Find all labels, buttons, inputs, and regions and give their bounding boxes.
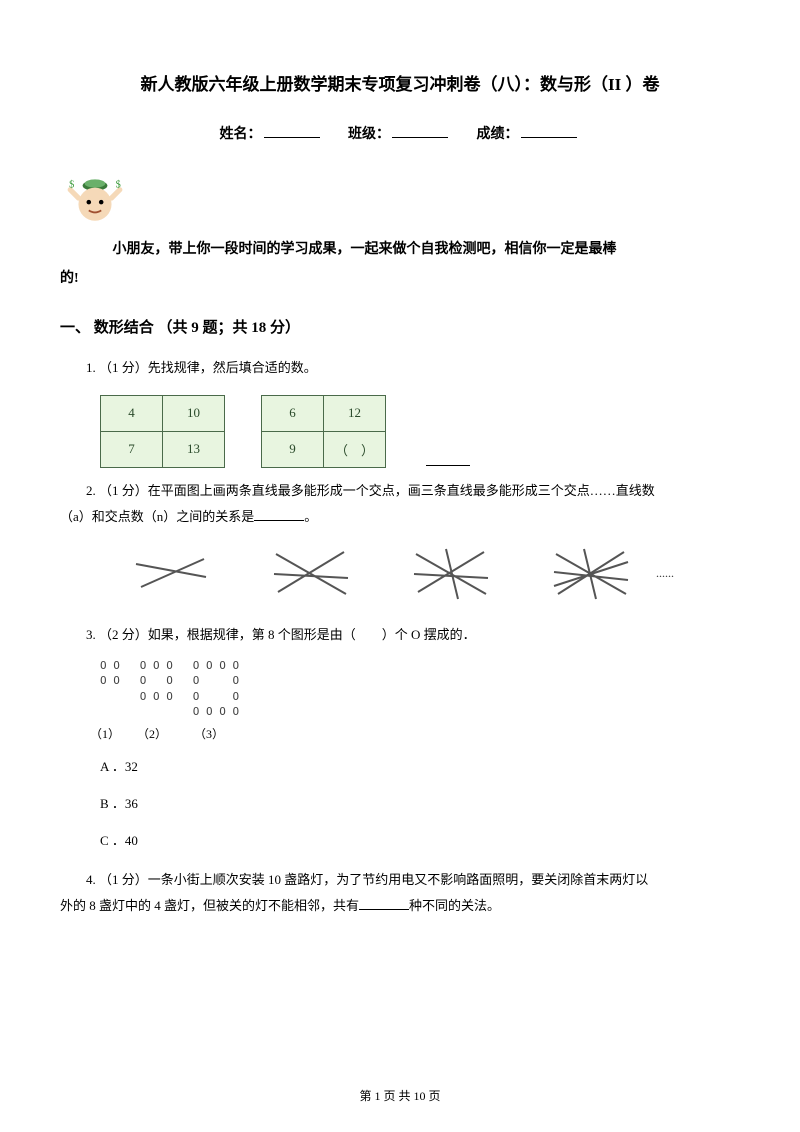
q3-text: 3. （2 分）如果，根据规律，第 8 个图形是由（ ）个 O 摆成的． [60,622,740,648]
lines-3-icon [266,544,356,604]
q4-text-a: 4. （1 分）一条小街上顺次安装 10 盏路灯，为了节约用电又不影响路面照明，… [86,872,648,887]
q3-choice-c[interactable]: C ．40 [100,830,740,849]
q1-table1: 410 713 [100,395,225,468]
t1-c12: 10 [163,395,225,431]
section-header: 一、 数形结合 （共 9 题；共 18 分） [60,316,740,337]
q4-text: 4. （1 分）一条小街上顺次安装 10 盏路灯，为了节约用电又不影响路面照明，… [60,867,740,919]
info-line: 姓名： 班级： 成绩： [60,123,740,143]
greeting-line1: 小朋友，带上你一段时间的学习成果，一起来做个自我检测吧，相信你一定是最棒 [113,242,617,257]
q1-answer-blank[interactable] [426,465,470,466]
greeting-text: 小朋友，带上你一段时间的学习成果，一起来做个自我检测吧，相信你一定是最棒 的! [60,235,740,294]
class-blank[interactable] [392,137,448,138]
t1-c21: 7 [101,431,163,467]
class-label: 班级： [348,127,390,142]
q1-table2: 612 9（ ） [261,395,386,468]
lines-5-icon [546,544,636,604]
t2-c21: 9 [262,431,324,467]
page-footer: 第 1 页 共 10 页 [0,1087,800,1104]
q4-text-c: 种不同的关法。 [409,898,500,913]
t1-c11: 4 [101,395,163,431]
q3-lbl-3: （3） [194,725,224,742]
q2-text: 2. （1 分）在平面图上画两条直线最多能形成一个交点，画三条直线最多能形成三个… [60,478,740,530]
mascot-icon: $ $ [64,167,126,229]
name-blank[interactable] [264,137,320,138]
q4-text-b: 外的 8 盏灯中的 4 盏灯，但被关的灯不能相邻，共有 [60,898,359,913]
q2-text-a: 2. （1 分）在平面图上画两条直线最多能形成一个交点，画三条直线最多能形成三个… [86,483,655,498]
q1-tables: 410 713 612 9（ ） [100,395,740,468]
q2-text-b: （a）和交点数（n）之间的关系是 [60,509,254,524]
name-label: 姓名： [220,127,262,142]
q3-lbl-2: （2） [137,725,191,742]
score-blank[interactable] [521,137,577,138]
q4-answer-blank[interactable] [359,897,409,910]
q2-figures: ...... [60,544,740,604]
q2-answer-blank[interactable] [254,508,304,521]
greeting-line2: 的! [60,271,79,286]
q3-patterns: O O O O O O O O O O O O O O O O O O O O … [100,658,740,720]
lines-2-icon [126,549,216,599]
svg-text:$: $ [69,180,74,191]
score-label: 成绩： [477,127,519,142]
q3-choice-a[interactable]: A ．32 [100,756,740,775]
t1-c22: 13 [163,431,225,467]
t2-c12: 12 [324,395,386,431]
page-title: 新人教版六年级上册数学期末专项复习冲刺卷（八）：数与形（II ）卷 [60,70,740,95]
q3-pattern-labels: （1） （2） （3） [90,725,740,742]
ellipsis-label: ...... [656,566,674,581]
t2-c11: 6 [262,395,324,431]
q3-choice-b[interactable]: B ．36 [100,793,740,812]
q1-text: 1. （1 分）先找规律，然后填合适的数。 [60,355,740,381]
t2-c22: （ ） [324,431,386,467]
q3-lbl-1: （1） [90,725,134,742]
svg-text:$: $ [116,180,121,191]
q2-text-c: 。 [304,509,317,524]
lines-4-icon [406,544,496,604]
